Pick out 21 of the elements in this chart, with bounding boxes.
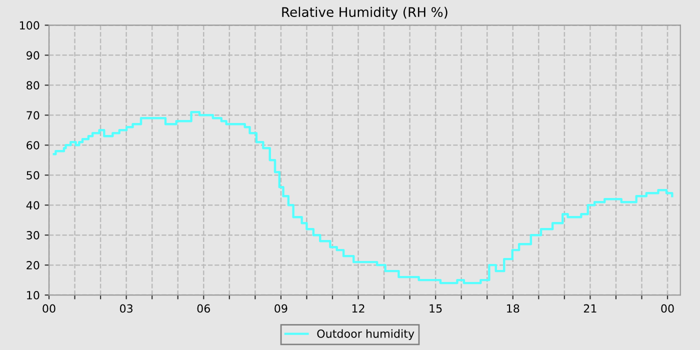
y-tick-label: 10	[27, 291, 40, 300]
y-tick-label: 80	[26, 81, 40, 90]
y-tick-label: 30	[26, 231, 40, 240]
y-tick-label: 60	[26, 141, 40, 150]
y-tick-label: 100	[20, 21, 40, 30]
x-tick-label: 00	[661, 304, 674, 313]
x-tick-label: 21	[584, 304, 596, 313]
x-tick-label: 09	[274, 304, 288, 313]
x-tick-label: 12	[352, 304, 364, 313]
chart-title: Relative Humidity (RH %)	[282, 6, 448, 20]
x-tick-label: 06	[197, 304, 210, 313]
x-tick-label: 15	[430, 304, 442, 313]
y-tick-label: 20	[26, 261, 40, 270]
y-tick-label: 70	[26, 111, 40, 120]
y-tick-label: 90	[26, 51, 40, 60]
legend-label: Outdoor humidity	[317, 329, 414, 340]
y-tick-label: 40	[26, 201, 40, 210]
x-tick-label: 00	[42, 304, 56, 313]
x-tick-label: 03	[120, 304, 132, 313]
y-tick-label: 50	[26, 171, 40, 180]
x-tick-label: 18	[507, 304, 520, 313]
